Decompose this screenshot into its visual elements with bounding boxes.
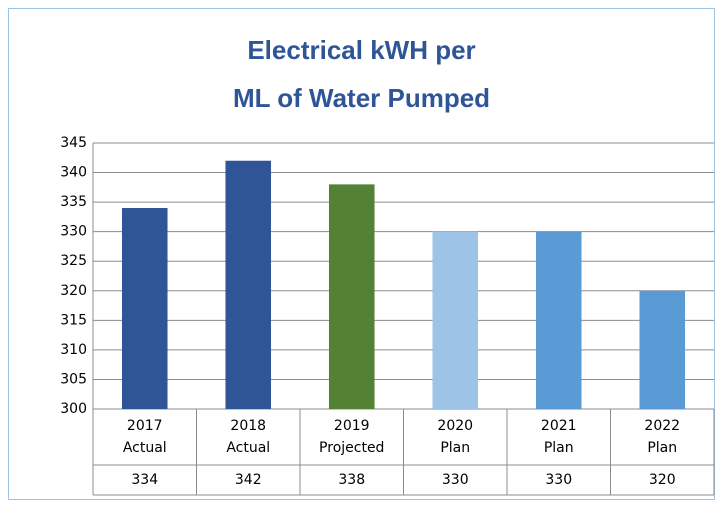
table-value-text: 320 [648, 472, 676, 488]
table-value-text: 338 [338, 472, 366, 488]
table-value-text: 342 [234, 472, 262, 488]
bar [121, 208, 168, 409]
title-box: Electrical kWH per ML of Water Pumped [0, 26, 723, 122]
chart-title: Electrical kWH per ML of Water Pumped [232, 35, 491, 113]
table-value: 330 [404, 465, 508, 495]
y-tick-label: 310 [60, 342, 87, 358]
x-tick-label-text: 2022 Plan [644, 418, 681, 456]
y-tick-label: 335 [60, 194, 87, 210]
table-value: 330 [507, 465, 611, 495]
x-tick-label: 2021 Plan [507, 409, 611, 465]
x-tick-label: 2020 Plan [404, 409, 508, 465]
y-tick-label: 345 [60, 135, 87, 151]
x-tick-label: 2019 Projected [300, 409, 404, 465]
bar [432, 231, 479, 409]
y-tick-label: 325 [60, 253, 87, 269]
x-tick-label-text: 2017 Actual [122, 418, 167, 456]
table-value: 342 [197, 465, 301, 495]
bar [535, 231, 582, 409]
table-value-text: 330 [545, 472, 573, 488]
x-tick-label-text: 2020 Plan [437, 418, 474, 456]
y-tick-label: 315 [60, 312, 87, 328]
table-value: 338 [300, 465, 404, 495]
y-tick-label: 320 [60, 283, 87, 299]
y-tick-label: 305 [60, 371, 87, 387]
x-tick-label-text: 2019 Projected [319, 418, 385, 456]
y-tick-label: 330 [60, 224, 87, 240]
table-value-text: 334 [131, 472, 159, 488]
y-tick-label: 340 [60, 165, 87, 181]
table-value: 334 [93, 465, 197, 495]
x-tick-label: 2022 Plan [611, 409, 715, 465]
chart-frame [8, 8, 715, 500]
x-tick-label: 2017 Actual [93, 409, 197, 465]
x-tick-label: 2018 Actual [197, 409, 301, 465]
bar [225, 160, 272, 409]
x-tick-label-text: 2021 Plan [540, 418, 577, 456]
bar [328, 184, 375, 409]
bar [639, 290, 686, 409]
table-value: 320 [611, 465, 715, 495]
x-tick-label-text: 2018 Actual [226, 418, 271, 456]
y-tick-label: 300 [60, 401, 87, 417]
table-value-text: 330 [441, 472, 469, 488]
